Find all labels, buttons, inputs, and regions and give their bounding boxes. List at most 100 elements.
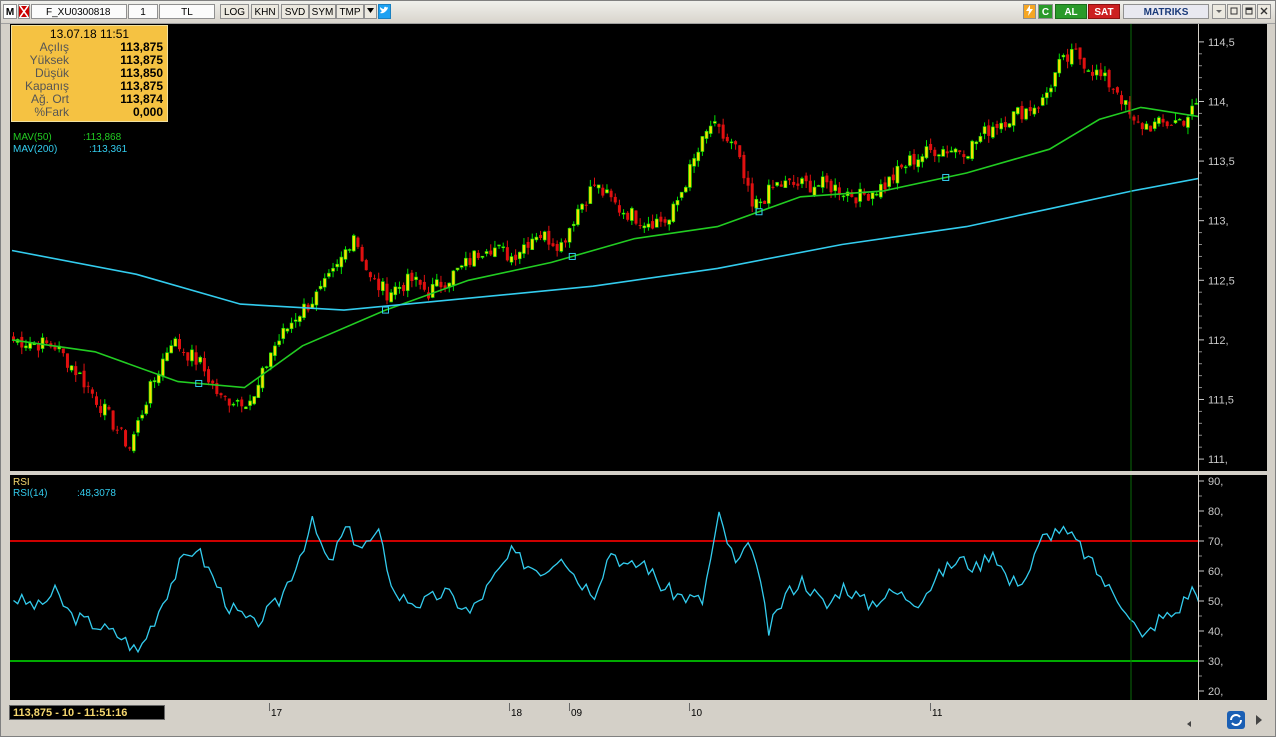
candle-body — [1186, 116, 1190, 128]
rsi-tick-label: 80, — [1208, 506, 1223, 518]
candle-body — [766, 184, 771, 204]
candle-body — [1082, 57, 1086, 69]
period-field[interactable]: 1 — [128, 4, 158, 19]
candle-body — [202, 357, 206, 372]
candle-body — [841, 195, 846, 198]
svd-button[interactable]: SVD — [281, 4, 309, 19]
restore-icon[interactable] — [1227, 4, 1241, 19]
candle-body — [933, 149, 937, 157]
info-value: 113,875 — [120, 53, 163, 67]
candle-body — [850, 192, 854, 197]
info-row-high: Yüksek 113,875 — [12, 54, 167, 67]
legend-mav50-label: MAV(50) — [13, 132, 52, 143]
candle-body — [870, 192, 875, 200]
candle-body — [1136, 121, 1140, 123]
candle-body — [322, 278, 327, 288]
candle-body — [796, 183, 800, 186]
info-value: 113,875 — [120, 40, 163, 54]
candle-body — [783, 180, 788, 188]
maximize-icon[interactable] — [1242, 4, 1256, 19]
dropdown-arrow-icon[interactable] — [364, 4, 377, 19]
candle-body — [402, 285, 406, 292]
price-axis: 114,5 114, 113,5 113, 112,5 112, 111,5 111, — [1199, 24, 1267, 471]
refresh-c-icon[interactable]: C — [1038, 4, 1053, 19]
legend-rsi-label: RSI(14) — [13, 488, 48, 499]
candle-body — [601, 187, 605, 196]
candle-body — [547, 230, 551, 245]
candle-body — [721, 124, 725, 139]
candle-body — [285, 328, 290, 332]
candle-body — [596, 184, 601, 189]
candle-body — [742, 154, 746, 179]
candle-body — [1086, 70, 1091, 72]
candle-body — [820, 176, 825, 188]
price-tick-label: 113, — [1208, 216, 1229, 228]
candle-body — [937, 154, 941, 157]
candle-body — [107, 406, 111, 410]
candle-body — [20, 336, 24, 348]
candle-body — [1177, 118, 1182, 121]
minimize-icon[interactable] — [1212, 4, 1226, 19]
series-line — [11, 106, 1204, 389]
candle-body — [273, 345, 277, 356]
currency-field[interactable]: TL — [159, 4, 215, 19]
candle-body — [293, 319, 298, 322]
lightning-icon[interactable] — [1023, 4, 1036, 19]
candle-body — [663, 219, 667, 223]
candle-body — [385, 283, 389, 301]
candle-body — [95, 396, 98, 405]
scroll-left-icon[interactable] — [1183, 716, 1195, 727]
candle-body — [734, 141, 738, 145]
candle-body — [439, 281, 443, 288]
candle-body — [1123, 100, 1128, 105]
rsi-title: RSI — [13, 477, 30, 488]
candle-body — [688, 164, 692, 188]
candle-body — [331, 268, 335, 272]
symbol-field[interactable]: F_XU0300818 — [31, 4, 127, 19]
candle-body — [140, 414, 144, 419]
date-tick: 17 — [271, 708, 283, 719]
info-label: Ağ. Ort — [30, 92, 69, 106]
khn-button[interactable]: KHN — [251, 4, 279, 19]
candle-body — [1003, 121, 1007, 128]
buy-button[interactable]: AL — [1055, 4, 1087, 19]
price-plot-area[interactable] — [10, 24, 1207, 471]
flag-icon[interactable] — [18, 4, 30, 19]
date-tick-mark — [269, 703, 270, 711]
candle-body — [763, 200, 767, 204]
candle-body — [522, 244, 526, 254]
rsi-tick-label: 90, — [1208, 476, 1223, 488]
info-label: Açılış — [39, 40, 69, 54]
rsi-plot-area[interactable] — [10, 475, 1205, 700]
panel-splitter[interactable] — [1, 471, 1275, 475]
candle-body — [314, 291, 319, 306]
mav-marker — [195, 379, 203, 387]
sym-button[interactable]: SYM — [309, 4, 336, 19]
candle-body — [1024, 108, 1028, 120]
sync-icon[interactable] — [1227, 711, 1245, 729]
candle-body — [28, 342, 32, 349]
candle-body — [1078, 47, 1082, 60]
candle-body — [1045, 92, 1049, 99]
info-row-vwap: Ağ. Ort 113,874 — [12, 93, 167, 106]
candle-body — [630, 208, 634, 221]
candle-body — [816, 185, 821, 187]
candle-body — [368, 272, 372, 278]
candle-body — [651, 221, 655, 229]
tmp-button[interactable]: TMP — [336, 4, 364, 19]
candle-body — [389, 292, 393, 303]
candle-body — [567, 227, 572, 243]
candle-body — [1194, 103, 1199, 105]
candle-body — [825, 175, 829, 183]
log-button[interactable]: LOG — [220, 4, 249, 19]
candle-body — [260, 367, 265, 389]
scroll-right-icon[interactable] — [1251, 713, 1267, 727]
candle-body — [252, 396, 256, 405]
candle-body — [194, 352, 198, 365]
close-icon[interactable] — [1257, 4, 1271, 19]
candle-body — [995, 124, 999, 128]
sell-button[interactable]: SAT — [1088, 4, 1120, 19]
candle-body — [99, 406, 103, 413]
price-tick-label: 112,5 — [1208, 275, 1235, 287]
twitter-icon[interactable] — [378, 4, 391, 19]
